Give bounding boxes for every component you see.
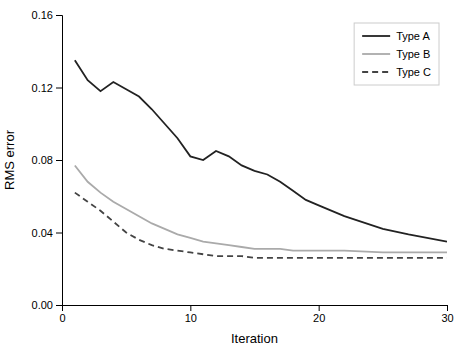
legend-item: Type C xyxy=(362,66,431,78)
tick-mark xyxy=(190,305,191,311)
tick-label: 10 xyxy=(185,312,197,324)
tick-mark xyxy=(56,305,62,306)
y-axis: 0.00 0.04 0.08 0.12 0.16 xyxy=(32,9,63,311)
tick-label: 0.04 xyxy=(32,227,53,239)
series-group xyxy=(75,60,447,258)
legend: Type A Type B Type C xyxy=(354,23,439,85)
series-line xyxy=(75,165,447,252)
legend-swatch xyxy=(362,71,390,73)
tick-label: 0.00 xyxy=(32,299,53,311)
tick: 20 xyxy=(313,305,325,324)
tick-mark xyxy=(56,160,62,161)
tick-label: 0.12 xyxy=(32,82,53,94)
axis-line xyxy=(63,306,448,312)
tick: 0 xyxy=(59,305,65,324)
legend-label: Type C xyxy=(396,66,431,78)
series-line xyxy=(75,60,447,241)
tick-mark xyxy=(56,15,62,16)
tick: 30 xyxy=(441,305,453,324)
legend-swatch xyxy=(362,53,390,55)
legend-item: Type A xyxy=(362,30,430,42)
tick: 0.08 xyxy=(32,154,62,166)
legend-label: Type A xyxy=(396,30,430,42)
legend-box xyxy=(354,23,439,85)
tick-label: 20 xyxy=(313,312,325,324)
tick-label: 0.16 xyxy=(32,9,53,21)
tick-label: 30 xyxy=(441,312,453,324)
tick-mark xyxy=(319,305,320,311)
tick-label: 0 xyxy=(59,312,65,324)
tick-mark xyxy=(447,305,448,311)
tick: 0.16 xyxy=(32,9,62,21)
tick-mark xyxy=(56,233,62,234)
legend-label: Type B xyxy=(396,48,430,60)
axis-line xyxy=(56,16,63,306)
x-axis-title: Iteration xyxy=(231,331,278,346)
tick: 10 xyxy=(185,305,197,324)
plot: 0 10 20 30 0.00 0.04 0.08 0.12 0.16 Iteration RMS … xyxy=(2,9,454,346)
y-axis-title: RMS error xyxy=(2,129,17,190)
tick-label: 0.08 xyxy=(32,154,53,166)
legend-item: Type B xyxy=(362,48,430,60)
series-line xyxy=(75,193,447,258)
tick: 0.04 xyxy=(32,227,62,239)
legend-swatch xyxy=(362,35,390,37)
x-axis: 0 10 20 30 xyxy=(59,305,453,324)
tick: 0.12 xyxy=(32,82,62,94)
tick-mark xyxy=(56,88,62,89)
tick: 0.00 xyxy=(32,299,62,311)
chart: 0 10 20 30 0.00 0.04 0.08 0.12 0.16 Iteration RMS … xyxy=(0,0,465,353)
